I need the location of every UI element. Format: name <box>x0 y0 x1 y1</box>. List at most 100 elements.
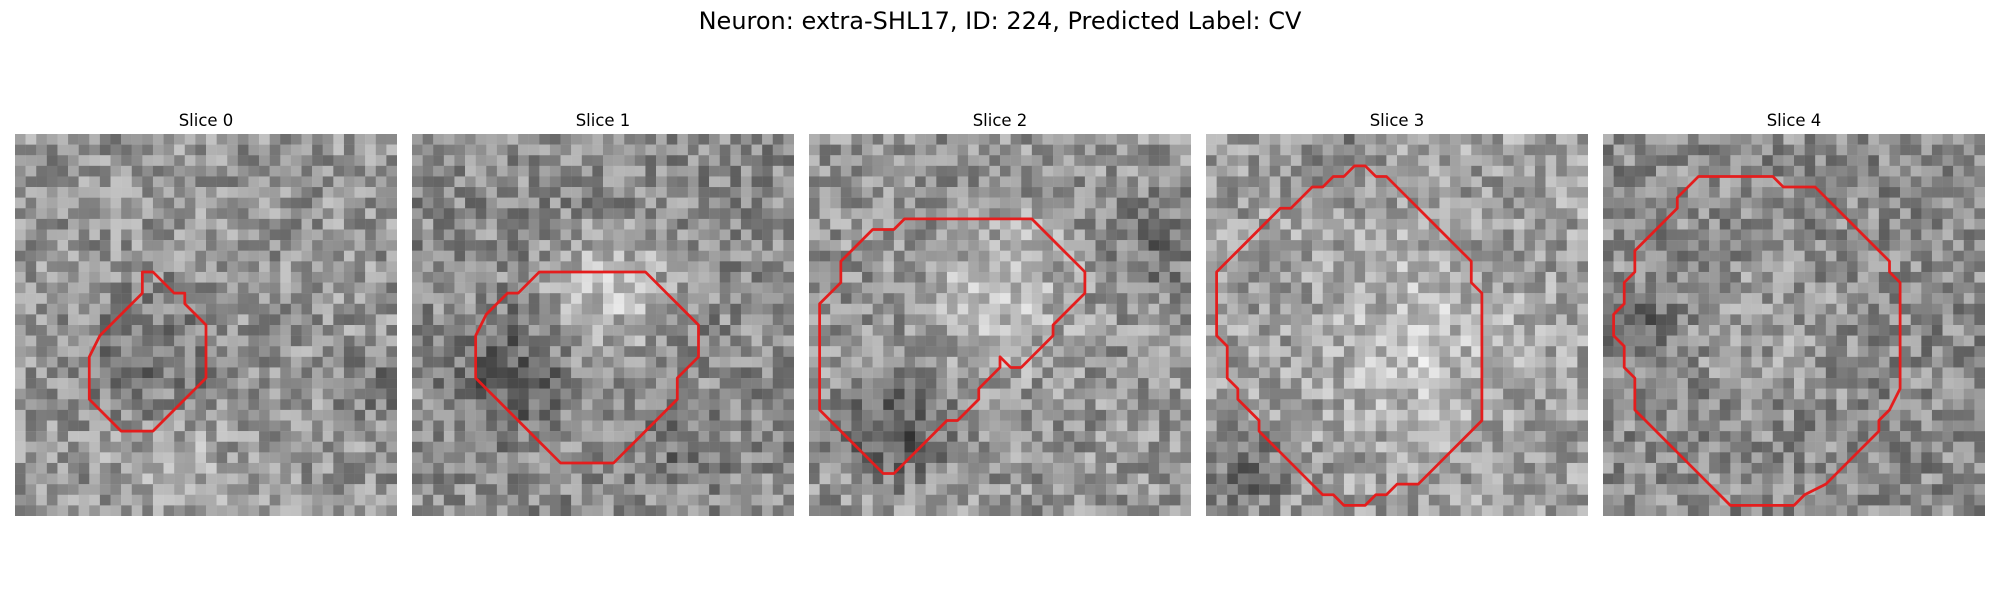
pixel-cell <box>1053 346 1064 358</box>
pixel-cell <box>1450 176 1461 188</box>
pixel-cell <box>989 399 1001 411</box>
pixel-cell <box>131 356 143 368</box>
pixel-cell <box>433 441 445 453</box>
pixel-cell <box>174 452 185 464</box>
pixel-cell <box>454 484 466 495</box>
pixel-cell <box>677 229 689 241</box>
pixel-cell <box>1503 367 1514 379</box>
pixel-cell <box>762 197 773 209</box>
pixel-cell <box>1354 325 1366 336</box>
pixel-cell <box>1127 187 1139 198</box>
pixel-cell <box>1074 378 1086 389</box>
pixel-cell <box>454 356 466 368</box>
pixel-cell <box>216 367 228 379</box>
pixel-cell <box>354 197 366 209</box>
pixel-cell <box>1159 271 1170 283</box>
pixel-cell <box>174 218 185 230</box>
pixel-cell <box>206 187 217 198</box>
pixel-cell <box>248 240 260 251</box>
pixel-cell <box>99 144 111 156</box>
pixel-cell <box>1556 176 1567 188</box>
pixel-cell <box>216 431 228 442</box>
pixel-cell <box>1524 303 1536 315</box>
pixel-cell <box>1471 197 1483 209</box>
pixel-cell <box>634 240 646 251</box>
pixel-cell <box>365 176 376 188</box>
pixel-cell <box>36 271 48 283</box>
pixel-cell <box>1418 431 1430 442</box>
pixel-cell <box>539 335 551 347</box>
pixel-cell <box>163 271 175 283</box>
pixel-cell <box>603 452 614 464</box>
pixel-cell <box>174 134 185 145</box>
pixel-cell <box>333 293 345 304</box>
pixel-cell <box>1375 293 1387 304</box>
pixel-cell <box>322 462 334 474</box>
pixel-cell <box>1343 293 1355 304</box>
pixel-cell <box>1042 187 1054 198</box>
pixel-cell <box>915 176 926 188</box>
pixel-cell <box>163 197 175 209</box>
pixel-cell <box>528 250 540 262</box>
pixel-cell <box>507 261 519 273</box>
pixel-cell <box>783 250 794 262</box>
pixel-cell <box>539 314 551 326</box>
pixel-cell <box>1428 155 1440 167</box>
pixel-cell <box>1343 208 1355 220</box>
pixel-cell <box>1439 335 1451 347</box>
pixel-cell <box>25 208 37 220</box>
pixel-cell <box>571 484 582 495</box>
pixel-cell <box>36 303 48 315</box>
pixel-cell <box>1471 144 1483 156</box>
pixel-cell <box>1137 388 1149 400</box>
pixel-cell <box>1312 378 1323 389</box>
pixel-cell <box>1206 229 1217 241</box>
pixel-cell <box>1428 367 1440 379</box>
pixel-cell <box>518 356 529 368</box>
pixel-cell <box>1216 271 1228 283</box>
pixel-cell <box>184 494 196 506</box>
pixel-cell <box>893 505 905 516</box>
pixel-cell <box>1106 165 1117 177</box>
pixel-cell <box>57 409 69 421</box>
pixel-cell <box>751 187 763 198</box>
pixel-cell <box>1556 431 1567 442</box>
pixel-cell <box>174 176 185 188</box>
pixel-cell <box>131 484 143 495</box>
pixel-cell <box>1180 388 1191 400</box>
pixel-cell <box>1206 261 1217 273</box>
pixel-cell <box>751 356 763 368</box>
pixel-cell <box>1386 282 1398 294</box>
pixel-cell <box>290 293 302 304</box>
pixel-cell <box>624 229 636 241</box>
pixel-cell <box>1180 155 1191 167</box>
pixel-cell <box>709 494 720 506</box>
pixel-cell <box>592 378 604 389</box>
pixel-cell <box>830 378 842 389</box>
pixel-cell <box>365 165 376 177</box>
pixel-cell <box>1566 293 1578 304</box>
pixel-cell <box>1322 218 1334 230</box>
pixel-cell <box>1137 314 1149 326</box>
pixel-cell <box>68 452 79 464</box>
pixel-cell <box>1481 144 1493 156</box>
pixel-cell <box>915 155 926 167</box>
pixel-cell <box>36 293 48 304</box>
pixel-cell <box>709 261 720 273</box>
pixel-cell <box>677 505 689 516</box>
pixel-cell <box>142 176 154 188</box>
pixel-cell <box>656 399 667 411</box>
pixel-cell <box>248 399 260 411</box>
pixel-cell <box>677 452 689 464</box>
pixel-cell <box>343 335 355 347</box>
pixel-cell <box>624 303 636 315</box>
pixel-cell <box>645 218 657 230</box>
pixel-cell <box>1343 282 1355 294</box>
pixel-cell <box>333 462 345 474</box>
pixel-cell <box>1481 250 1493 262</box>
pixel-cell <box>1492 335 1504 347</box>
pixel-cell <box>386 187 397 198</box>
pixel-cell <box>1460 208 1472 220</box>
pixel-cell <box>1312 388 1323 400</box>
pixel-cell <box>1577 303 1588 315</box>
